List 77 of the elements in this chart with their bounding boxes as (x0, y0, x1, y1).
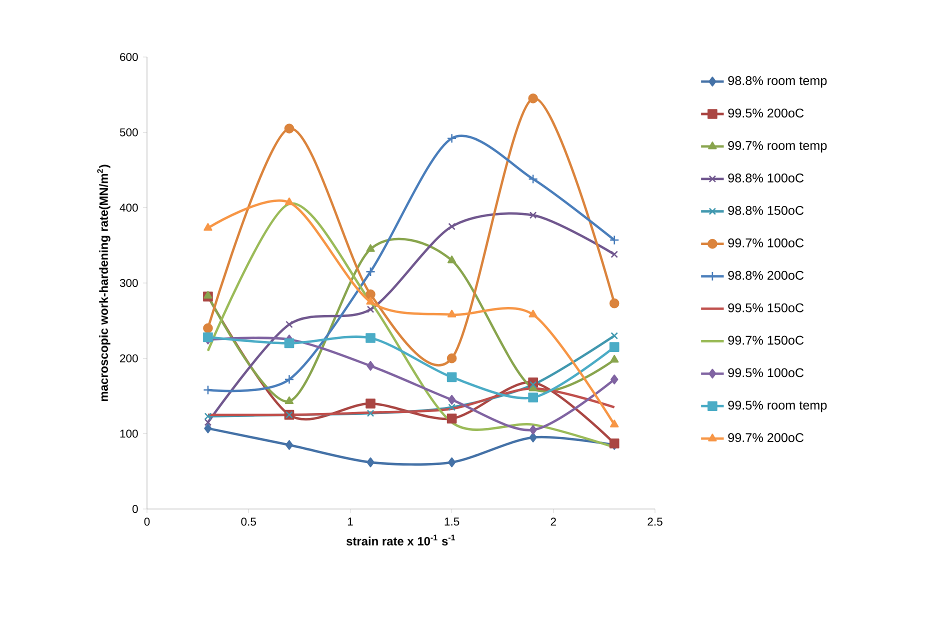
y-tick-label: 600 (120, 53, 138, 61)
point (447, 310, 456, 318)
point (610, 374, 618, 384)
point (366, 244, 375, 252)
point (448, 457, 456, 468)
y-tick-label: 500 (120, 128, 138, 136)
point (610, 354, 619, 363)
point (366, 306, 374, 314)
legend-label: 99.7% 100oC (728, 238, 804, 248)
x-axis-title: strain rate x 10$^{-1}$ s$^{-1}$ (346, 534, 456, 546)
y-tick-label: 100 (120, 430, 138, 438)
legend-label: 99.5% 150oC (728, 303, 804, 312)
point (448, 404, 456, 411)
point (446, 414, 457, 424)
x-tick-label: 0.5 (241, 518, 256, 526)
point (446, 133, 457, 144)
legend-label: 99.5% 200oC (728, 108, 804, 118)
point (204, 223, 212, 231)
point (447, 255, 456, 264)
y-axis-title: macroscopic work-hardening rate(MN/m$^{2}$) (97, 164, 110, 402)
point (446, 353, 457, 364)
point (528, 310, 538, 318)
point (529, 432, 537, 442)
point (203, 323, 213, 334)
x-tick-label: 2.5 (648, 518, 662, 526)
point (528, 392, 538, 402)
point (448, 222, 456, 230)
point (529, 381, 537, 388)
y-tick-label: 300 (120, 279, 138, 287)
point (366, 410, 374, 417)
legend-label: 98.8% 150oC (728, 206, 804, 215)
point (284, 197, 294, 206)
point (528, 174, 538, 184)
point (366, 360, 374, 371)
point (285, 440, 294, 450)
legend-label: 99.7% room temp (728, 141, 827, 152)
point (366, 333, 376, 343)
x-tick-label: 2 (550, 518, 556, 526)
point (204, 412, 212, 420)
point (610, 250, 618, 258)
y-tick-label: 400 (120, 204, 138, 212)
x-tick-label: 0 (144, 518, 150, 526)
y-tick-label: 0 (132, 505, 138, 513)
point (446, 372, 457, 382)
point (284, 338, 294, 348)
point (610, 420, 619, 428)
point (204, 290, 212, 299)
point (529, 212, 537, 219)
legend-label: 98.8% 100oC (728, 174, 804, 182)
point (204, 423, 212, 434)
point (284, 396, 294, 404)
point (366, 289, 376, 300)
point (609, 342, 620, 352)
legend-label: 99.5% 100oC (728, 368, 804, 378)
point (448, 394, 456, 405)
x-tick-label: 1 (348, 518, 353, 526)
point (609, 235, 620, 245)
x-tick-label: 1.5 (444, 518, 460, 526)
point (528, 94, 538, 104)
point (366, 296, 375, 305)
legend-label: 99.7% 200oC (728, 433, 804, 442)
point (609, 298, 620, 308)
legend-label: 99.7% 150oC (728, 336, 804, 345)
point (284, 124, 294, 134)
point (286, 320, 293, 328)
legend-label: 99.5% room temp (728, 400, 827, 412)
point (529, 424, 537, 435)
point (204, 418, 212, 426)
point (610, 332, 618, 340)
legend-label: 98.8% 200oC (728, 270, 804, 280)
point (284, 374, 294, 384)
point (366, 457, 374, 468)
legend-label: 98.8% room temp (728, 76, 827, 88)
point (366, 398, 376, 408)
point (366, 266, 376, 277)
point (203, 385, 213, 395)
y-tick-label: 200 (120, 354, 138, 362)
